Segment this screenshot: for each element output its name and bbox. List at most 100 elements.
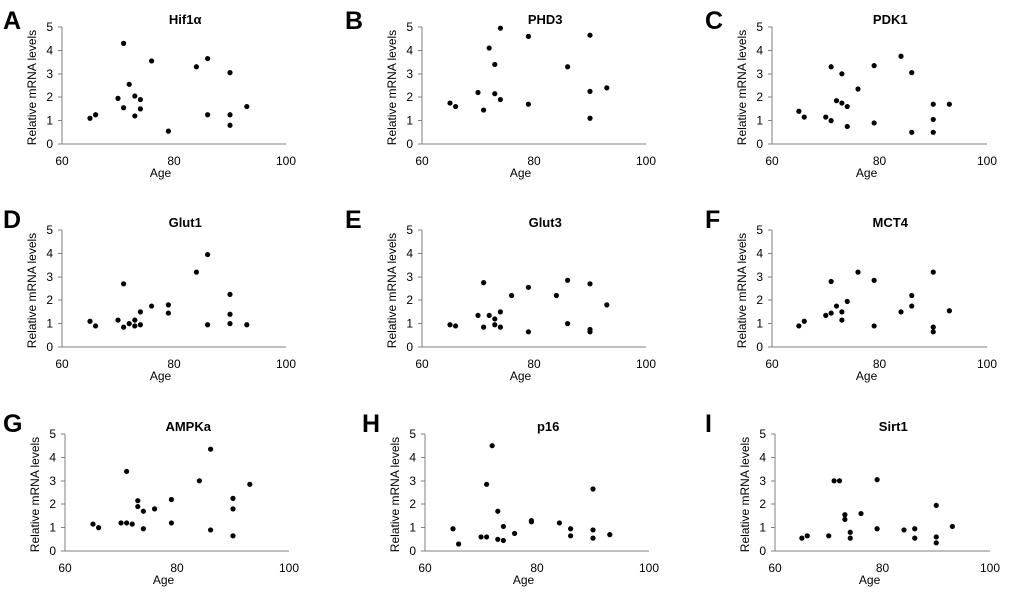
data-point [855,269,861,275]
x-tick-label: 80 [527,357,541,371]
y-tick-label: 5 [46,20,53,34]
x-tick-label: 60 [55,154,69,168]
y-tick-label: 1 [49,521,56,535]
data-point [137,309,143,315]
panel-title: Glut3 [529,215,562,230]
x-tick-label: 60 [768,561,782,575]
data-point [152,506,158,512]
data-point [833,303,840,309]
y-tick-label: 3 [46,270,53,284]
panel-title: Glut1 [169,215,202,230]
x-axis-label: Age [510,166,532,180]
data-point [478,534,484,540]
y-axis-label: Relative mRNA levels [25,233,39,348]
data-point [855,86,861,92]
y-tick-label: 3 [759,474,766,488]
data-point [933,540,939,546]
data-point [227,112,233,118]
data-point [205,322,211,328]
data-point [833,98,840,104]
data-point [132,93,138,99]
data-point [874,477,880,483]
y-axis-label: Relative mRNA levels [735,30,749,145]
y-tick-label: 0 [46,340,53,354]
data-point [525,284,532,290]
data-point [87,318,93,324]
panel-d-glut1: D Glut1 0 1 2 3 4 5 60 80 100 Age Relative mRNA leve… [3,206,296,383]
x-tick-label: 80 [167,357,181,371]
y-tick-label: 1 [406,317,413,331]
y-tick-label: 5 [49,427,56,441]
data-point [828,118,834,124]
data-point [604,302,610,308]
data-point [227,311,233,317]
y-tick-label: 2 [406,90,413,104]
data-point [587,329,593,335]
x-tick-label: 60 [55,357,69,371]
data-point [492,91,498,97]
data-point [930,101,936,107]
x-tick-label: 60 [765,357,779,371]
data-point [497,309,503,315]
y-tick-label: 1 [409,521,416,535]
data-point [828,310,834,316]
data-point [453,103,459,110]
x-axis-label: Age [150,369,172,383]
data-point [930,116,936,123]
data-point [831,478,837,484]
x-axis-label: Age [510,369,532,383]
x-tick-label: 80 [530,561,544,575]
y-tick-label: 3 [406,67,413,81]
data-point [604,85,610,91]
y-tick-label: 1 [46,317,53,331]
y-tick-label: 0 [406,137,413,151]
panel-title: AMPKa [165,419,211,434]
data-point [525,101,532,107]
data-point [912,535,918,541]
data-point [909,70,915,76]
panel-title: p16 [537,419,559,434]
data-point [497,96,503,103]
data-point [96,525,102,531]
data-point [930,269,936,275]
panel-e-glut3: E Glut3 0 1 2 3 4 5 60 80 100 Age Relative mRNA leve… [345,206,656,383]
y-tick-label: 4 [756,43,763,57]
y-tick-label: 4 [409,450,416,464]
panel-letter: C [705,7,723,35]
data-point [205,55,211,62]
panel-title: PHD3 [528,12,563,27]
data-point [450,526,456,532]
data-point [909,129,915,135]
data-point [836,478,843,484]
y-tick-label: 0 [46,137,53,151]
data-point [607,532,613,538]
panel-title: PDK1 [873,12,908,27]
panel-a-hif1-: A Hif1α 0 1 2 3 4 5 60 80 100 Age Relative mRNA leve… [3,7,296,180]
data-point [801,114,807,120]
data-point [492,61,498,68]
x-tick-label: 80 [527,154,541,168]
data-point [93,112,99,118]
y-tick-label: 5 [409,427,416,441]
data-point [871,120,877,126]
x-tick-label: 100 [977,154,997,168]
data-point [165,128,171,134]
x-tick-label: 60 [415,154,429,168]
data-point [230,506,236,512]
data-point [208,446,214,452]
y-tick-label: 2 [756,90,763,104]
data-point [230,533,236,539]
panel-b-phd3: B PHD3 0 1 2 3 4 5 60 80 100 Age Relative mRNA level… [345,7,656,180]
data-point [933,534,939,540]
data-point [871,63,877,69]
data-point [511,530,518,537]
data-point [227,321,233,327]
data-point [874,526,880,532]
data-point [118,520,124,526]
x-axis-label: Age [153,573,175,587]
data-point [140,508,146,514]
y-axis-label: Relative mRNA levels [738,437,752,552]
data-point [227,70,233,76]
data-point [115,317,121,323]
